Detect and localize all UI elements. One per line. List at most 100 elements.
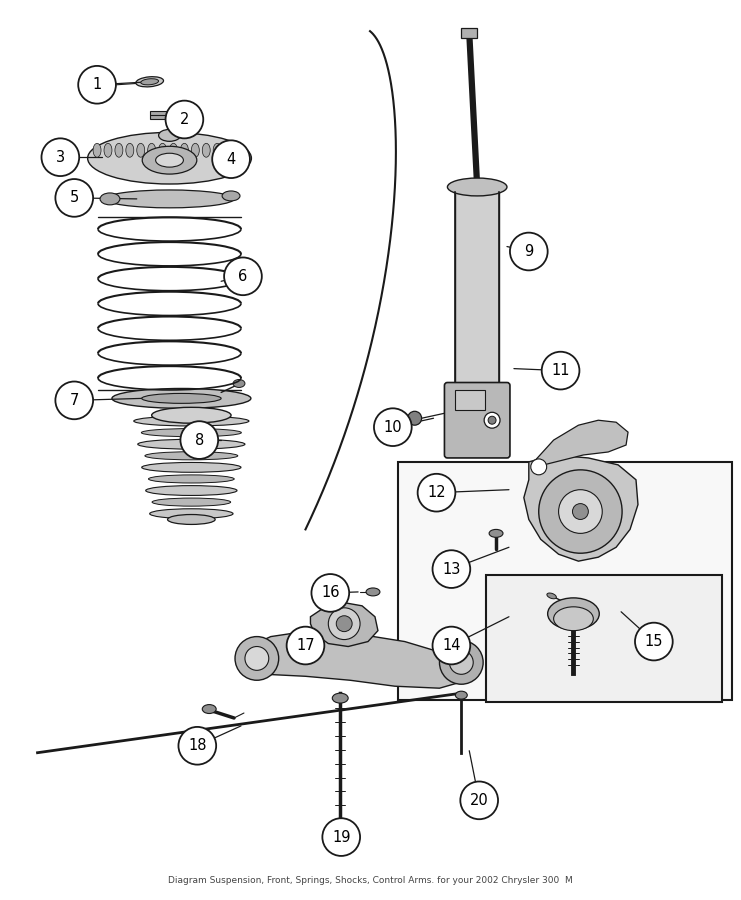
Ellipse shape bbox=[152, 408, 231, 423]
Ellipse shape bbox=[142, 147, 197, 174]
Ellipse shape bbox=[100, 193, 120, 205]
Ellipse shape bbox=[233, 380, 245, 388]
Text: 12: 12 bbox=[428, 485, 446, 500]
Circle shape bbox=[79, 66, 116, 104]
Ellipse shape bbox=[202, 705, 216, 714]
Text: 15: 15 bbox=[645, 634, 663, 649]
Bar bbox=[456, 391, 485, 410]
Ellipse shape bbox=[547, 593, 556, 598]
Circle shape bbox=[433, 550, 471, 588]
Ellipse shape bbox=[147, 143, 156, 157]
Polygon shape bbox=[243, 631, 469, 688]
Circle shape bbox=[449, 651, 473, 674]
Ellipse shape bbox=[554, 607, 594, 631]
Ellipse shape bbox=[456, 691, 468, 699]
Circle shape bbox=[559, 490, 602, 534]
Ellipse shape bbox=[142, 428, 242, 436]
Circle shape bbox=[56, 382, 93, 419]
Circle shape bbox=[635, 623, 673, 661]
Text: 9: 9 bbox=[524, 244, 534, 259]
Ellipse shape bbox=[366, 588, 380, 596]
Bar bbox=[456, 192, 499, 391]
Circle shape bbox=[56, 179, 93, 217]
Text: 11: 11 bbox=[551, 363, 570, 378]
Ellipse shape bbox=[191, 143, 199, 157]
Text: 1: 1 bbox=[93, 77, 102, 93]
Text: 16: 16 bbox=[321, 585, 339, 600]
Polygon shape bbox=[310, 603, 378, 646]
Circle shape bbox=[179, 727, 216, 765]
Circle shape bbox=[539, 470, 622, 554]
FancyBboxPatch shape bbox=[445, 382, 510, 458]
Ellipse shape bbox=[167, 515, 215, 525]
Circle shape bbox=[224, 257, 262, 295]
Ellipse shape bbox=[548, 598, 599, 630]
Ellipse shape bbox=[87, 132, 251, 184]
Circle shape bbox=[418, 473, 456, 511]
Ellipse shape bbox=[126, 143, 134, 157]
Circle shape bbox=[212, 140, 250, 178]
Ellipse shape bbox=[136, 76, 164, 87]
Ellipse shape bbox=[142, 393, 221, 403]
Ellipse shape bbox=[105, 190, 234, 208]
Circle shape bbox=[484, 412, 500, 428]
Text: 10: 10 bbox=[384, 419, 402, 435]
Bar bbox=[486, 575, 722, 702]
Text: 2: 2 bbox=[180, 112, 189, 127]
Circle shape bbox=[165, 101, 203, 139]
Text: 13: 13 bbox=[442, 562, 461, 577]
Ellipse shape bbox=[142, 463, 241, 473]
Circle shape bbox=[573, 504, 588, 519]
Ellipse shape bbox=[181, 143, 188, 157]
Ellipse shape bbox=[159, 143, 167, 157]
Ellipse shape bbox=[224, 143, 232, 157]
Bar bbox=[150, 111, 170, 120]
Text: 8: 8 bbox=[195, 433, 204, 447]
Ellipse shape bbox=[93, 143, 101, 157]
Circle shape bbox=[433, 626, 471, 664]
Ellipse shape bbox=[222, 191, 240, 201]
Polygon shape bbox=[524, 455, 638, 562]
Text: 20: 20 bbox=[470, 793, 488, 808]
Ellipse shape bbox=[112, 389, 251, 409]
Ellipse shape bbox=[137, 143, 144, 157]
Bar bbox=[462, 28, 477, 38]
Ellipse shape bbox=[159, 130, 181, 141]
Text: 4: 4 bbox=[227, 152, 236, 166]
Circle shape bbox=[531, 459, 547, 475]
Text: 18: 18 bbox=[188, 738, 207, 753]
Ellipse shape bbox=[115, 143, 123, 157]
Ellipse shape bbox=[145, 452, 238, 460]
Circle shape bbox=[542, 352, 579, 390]
Ellipse shape bbox=[134, 416, 249, 426]
Circle shape bbox=[311, 574, 349, 612]
Bar bbox=[398, 462, 732, 700]
Ellipse shape bbox=[448, 178, 507, 196]
Circle shape bbox=[336, 616, 352, 632]
Circle shape bbox=[181, 421, 218, 459]
Text: Diagram Suspension, Front, Springs, Shocks, Control Arms. for your 2002 Chrysler: Diagram Suspension, Front, Springs, Shoc… bbox=[168, 876, 573, 885]
Circle shape bbox=[439, 641, 483, 684]
Ellipse shape bbox=[156, 153, 184, 167]
Circle shape bbox=[322, 818, 360, 856]
Ellipse shape bbox=[213, 143, 221, 157]
Circle shape bbox=[328, 608, 360, 640]
Text: 3: 3 bbox=[56, 149, 65, 165]
Ellipse shape bbox=[332, 693, 348, 703]
Text: 5: 5 bbox=[70, 191, 79, 205]
Text: 14: 14 bbox=[442, 638, 461, 653]
Text: 6: 6 bbox=[239, 269, 247, 284]
Circle shape bbox=[41, 139, 79, 176]
Ellipse shape bbox=[202, 143, 210, 157]
Circle shape bbox=[510, 232, 548, 270]
Text: 17: 17 bbox=[296, 638, 315, 653]
Ellipse shape bbox=[489, 529, 503, 537]
Ellipse shape bbox=[104, 143, 112, 157]
Ellipse shape bbox=[148, 475, 234, 483]
Ellipse shape bbox=[235, 143, 243, 157]
Circle shape bbox=[460, 781, 498, 819]
Circle shape bbox=[488, 417, 496, 424]
Circle shape bbox=[235, 636, 279, 680]
Circle shape bbox=[408, 411, 422, 425]
Circle shape bbox=[374, 409, 412, 446]
